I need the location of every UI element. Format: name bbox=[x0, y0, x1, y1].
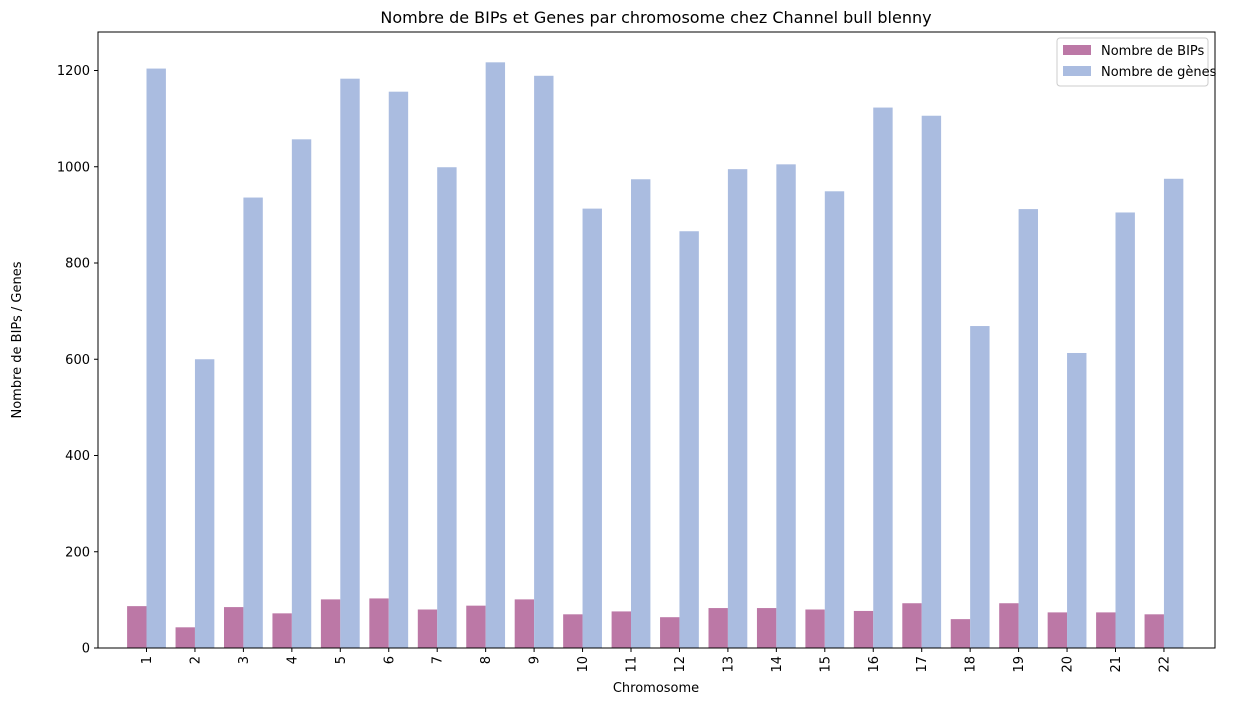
bip-bar-chr-17 bbox=[902, 603, 922, 648]
bip-bar-chr-6 bbox=[369, 598, 389, 648]
bip-bar-chr-22 bbox=[1144, 614, 1164, 648]
gene-bar-chr-14 bbox=[776, 164, 796, 648]
gene-bar-chr-6 bbox=[388, 91, 409, 649]
bip-bar-chr-1 bbox=[127, 606, 147, 648]
y-tick-label: 600 bbox=[65, 353, 90, 368]
y-tick-label: 0 bbox=[82, 642, 90, 657]
bip-bar-chr-12 bbox=[660, 617, 680, 648]
y-tick-label: 200 bbox=[65, 545, 90, 560]
x-tick-label: 15 bbox=[818, 656, 833, 673]
legend-label-genes: Nombre de gènes bbox=[1101, 65, 1217, 80]
x-axis-label: Chromosome bbox=[613, 681, 699, 696]
gene-bar-chr-9 bbox=[534, 75, 554, 649]
legend-label-bips: Nombre de BIPs bbox=[1101, 44, 1205, 59]
bip-bar-chr-10 bbox=[563, 614, 583, 648]
legend: Nombre de BIPs Nombre de gènes bbox=[1056, 37, 1217, 87]
bip-bar-chr-8 bbox=[466, 605, 486, 648]
gene-bar-chr-11 bbox=[631, 179, 651, 648]
bip-bar-chr-21 bbox=[1096, 612, 1116, 648]
bip-bar-chr-4 bbox=[272, 613, 292, 648]
bars-group bbox=[127, 62, 1184, 649]
bip-bar-chr-19 bbox=[999, 603, 1019, 648]
bip-bar-chr-20 bbox=[1047, 612, 1068, 648]
bip-bar-chr-7 bbox=[417, 609, 438, 648]
x-tick-label: 14 bbox=[770, 656, 785, 673]
y-axis: 0 200 400 600 800 1000 1200 bbox=[57, 64, 98, 657]
x-tick-label: 22 bbox=[1157, 656, 1172, 673]
y-tick-label: 1000 bbox=[57, 160, 90, 175]
bip-bar-chr-9 bbox=[514, 599, 535, 648]
x-tick-label: 3 bbox=[237, 656, 252, 664]
x-tick-label: 5 bbox=[334, 656, 349, 664]
gene-bar-chr-3 bbox=[243, 197, 263, 649]
y-tick-label: 400 bbox=[65, 449, 90, 464]
gene-bar-chr-19 bbox=[1018, 209, 1038, 648]
x-tick-label: 2 bbox=[188, 656, 203, 664]
legend-swatch-bips bbox=[1063, 45, 1091, 55]
bip-bar-chr-3 bbox=[224, 607, 244, 648]
y-axis-label: Nombre de BIPs / Genes bbox=[10, 261, 25, 418]
y-tick-label: 1200 bbox=[57, 64, 90, 79]
gene-bar-chr-13 bbox=[727, 169, 748, 648]
gene-bar-chr-15 bbox=[824, 191, 845, 649]
legend-swatch-genes bbox=[1063, 66, 1091, 76]
x-tick-label: 9 bbox=[528, 656, 543, 664]
x-tick-label: 8 bbox=[479, 656, 494, 664]
plot-frame bbox=[97, 31, 1216, 649]
x-tick-label: 20 bbox=[1061, 656, 1076, 673]
gene-bar-chr-16 bbox=[873, 107, 893, 648]
x-tick-label: 1 bbox=[140, 656, 155, 664]
x-tick-label: 21 bbox=[1109, 656, 1124, 673]
gene-bar-chr-4 bbox=[291, 139, 312, 648]
gene-bar-chr-21 bbox=[1115, 212, 1135, 648]
legend-frame bbox=[1056, 37, 1209, 87]
bip-bar-chr-14 bbox=[756, 608, 777, 648]
bip-bar-chr-18 bbox=[950, 619, 971, 649]
gene-bar-chr-1 bbox=[146, 68, 166, 648]
gene-bar-chr-22 bbox=[1163, 178, 1184, 648]
x-tick-label: 10 bbox=[576, 656, 591, 673]
x-tick-label: 17 bbox=[915, 656, 930, 673]
gene-bar-chr-5 bbox=[340, 78, 360, 649]
x-tick-label: 13 bbox=[721, 656, 736, 673]
bip-bar-chr-13 bbox=[708, 608, 728, 648]
x-tick-label: 11 bbox=[625, 656, 640, 673]
x-tick-label: 18 bbox=[964, 656, 979, 673]
x-tick-label: 12 bbox=[673, 656, 688, 673]
gene-bar-chr-10 bbox=[582, 208, 602, 648]
bip-bar-chr-2 bbox=[175, 627, 195, 648]
gene-bar-chr-12 bbox=[679, 231, 699, 649]
chart-title: Nombre de BIPs et Genes par chromosome c… bbox=[380, 8, 931, 27]
gene-bar-chr-17 bbox=[921, 115, 942, 649]
gene-bar-chr-2 bbox=[194, 359, 215, 648]
bip-bar-chr-5 bbox=[320, 599, 341, 648]
x-tick-label: 6 bbox=[382, 656, 397, 664]
x-tick-label: 19 bbox=[1012, 656, 1027, 673]
bip-bar-chr-16 bbox=[853, 610, 874, 648]
gene-bar-chr-7 bbox=[437, 167, 457, 649]
gene-bar-chr-18 bbox=[970, 326, 990, 648]
x-axis: 1 2 3 4 5 6 7 8 9 10 11 12 13 14 15 16 17 18 19 20 21 22 bbox=[140, 648, 1172, 673]
bip-bar-chr-11 bbox=[611, 611, 631, 648]
bip-bar-chr-15 bbox=[805, 609, 825, 648]
gene-bar-chr-8 bbox=[485, 62, 506, 648]
x-tick-label: 16 bbox=[867, 656, 882, 673]
gene-bar-chr-20 bbox=[1067, 352, 1087, 648]
y-tick-label: 800 bbox=[65, 257, 90, 272]
x-tick-label: 4 bbox=[285, 656, 300, 664]
x-tick-label: 7 bbox=[431, 656, 446, 664]
